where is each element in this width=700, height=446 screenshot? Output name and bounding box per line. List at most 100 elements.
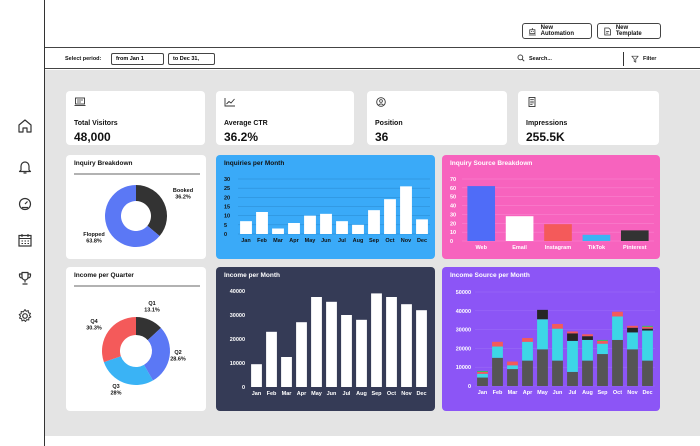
filter-divider — [623, 52, 624, 66]
x-tick-label: Mar — [273, 238, 284, 244]
filter-button[interactable]: Filter — [643, 56, 657, 62]
x-tick-label: Oct — [385, 238, 394, 244]
bar-segment — [507, 361, 518, 366]
y-tick-label: 0 — [450, 239, 453, 245]
x-tick-label: Nov — [401, 391, 412, 397]
bar — [336, 221, 348, 234]
bar — [341, 315, 352, 387]
bar-segment — [582, 334, 593, 337]
y-tick-label: 50 — [450, 195, 456, 201]
kpi-value: 36.2% — [224, 130, 259, 144]
bar-segment — [642, 330, 653, 361]
slice-label: Booked — [173, 188, 193, 194]
new-template-label: New Template — [615, 25, 642, 37]
x-tick-label: Oct — [387, 391, 396, 397]
bar-segment — [567, 340, 578, 372]
x-tick-label: Feb — [493, 390, 503, 396]
x-tick-label: Jan — [241, 238, 251, 244]
donut-slice — [136, 317, 161, 341]
x-tick-label: Oct — [613, 390, 622, 396]
donut-slice — [102, 317, 136, 363]
bar-segment — [612, 311, 623, 317]
bar-segment — [612, 316, 623, 340]
inquiries-month-card: Inquiries per Month 0 5 10 15 20 25 30 Jan Feb Ma… — [216, 155, 435, 259]
y-tick-label: 60 — [450, 186, 456, 192]
bar-segment — [507, 365, 518, 370]
bar — [326, 301, 337, 387]
card-title: Income Source per Month — [450, 272, 530, 279]
kpi-label: Average CTR — [224, 120, 268, 127]
from-date-input[interactable] — [111, 53, 164, 65]
bar-segment — [642, 328, 653, 331]
bell-icon[interactable] — [17, 159, 33, 175]
x-tick-label: Web — [475, 245, 487, 251]
x-tick-label: Mar — [508, 390, 519, 396]
x-tick-label: Aug — [353, 238, 364, 244]
y-tick-label: 20000 — [230, 337, 245, 343]
bar-segment — [642, 326, 653, 329]
robot-icon — [528, 27, 536, 35]
bar-segment — [477, 377, 488, 386]
bar-segment — [492, 357, 503, 386]
bar — [582, 234, 611, 241]
y-tick-label: 10 — [224, 214, 230, 220]
bar-segment — [627, 325, 638, 328]
income-month-card: Income per Month 0 10000 20000 30000 40000 Ja… — [216, 267, 435, 411]
x-tick-label: Jun — [553, 390, 563, 396]
bar-segment — [507, 369, 518, 386]
card-title: Income per Month — [224, 272, 280, 279]
search-icon — [517, 54, 525, 62]
bar-segment — [597, 339, 608, 341]
bar — [240, 221, 252, 234]
bar-segment — [642, 325, 653, 327]
calendar-icon[interactable] — [17, 232, 33, 248]
kpi-value: 48,000 — [74, 130, 111, 144]
card-title: Inquiry Source Breakdown — [450, 160, 533, 167]
kpi-value: 255.5K — [526, 130, 565, 144]
trophy-icon[interactable] — [17, 270, 33, 286]
y-tick-label: 30 — [450, 212, 456, 218]
kpi-label: Impressions — [526, 120, 568, 127]
home-icon[interactable] — [17, 118, 33, 134]
income-month-chart: 0 10000 20000 30000 40000 Jan Feb Mar Apr May Jun J… — [230, 289, 427, 397]
gear-icon[interactable] — [17, 308, 33, 324]
y-tick-label: 10 — [450, 230, 456, 236]
slice-value-label: 28% — [110, 391, 121, 397]
new-template-button[interactable]: New Template — [597, 23, 661, 39]
x-tick-label: Dec — [416, 391, 426, 397]
x-tick-label: Dec — [642, 390, 652, 396]
bar — [371, 293, 382, 387]
bar — [384, 199, 396, 234]
bar-segment — [567, 331, 578, 334]
bar — [288, 223, 300, 234]
bar-segment — [522, 338, 533, 342]
filter-icon[interactable] — [631, 55, 639, 63]
x-tick-label: Sep — [369, 238, 380, 244]
x-tick-label: Jan — [252, 391, 262, 397]
gauge-icon[interactable] — [17, 195, 33, 211]
x-tick-label: Aug — [356, 391, 367, 397]
bar — [251, 364, 262, 387]
x-tick-label: Jul — [338, 238, 346, 244]
select-period-label: Select period: — [65, 56, 102, 62]
x-tick-label: Email — [512, 245, 527, 251]
search-input[interactable]: Search... — [529, 56, 552, 62]
bar-segment — [627, 327, 638, 333]
bar-segment — [477, 373, 488, 378]
slice-value-label: 13.1% — [144, 308, 160, 314]
x-tick-label: May — [537, 390, 549, 396]
bar — [281, 357, 292, 387]
bar-segment — [522, 360, 533, 386]
bar-segment — [627, 332, 638, 350]
bar-segment — [492, 346, 503, 358]
y-tick-label: 40000 — [230, 289, 245, 295]
bar — [320, 213, 332, 234]
y-tick-label: 20 — [450, 221, 456, 227]
new-automation-button[interactable]: New Automation — [522, 23, 592, 39]
to-date-input[interactable] — [168, 53, 215, 65]
x-tick-label: Nov — [627, 390, 638, 396]
user-circle-icon — [376, 97, 386, 107]
x-tick-label: May — [311, 391, 323, 397]
